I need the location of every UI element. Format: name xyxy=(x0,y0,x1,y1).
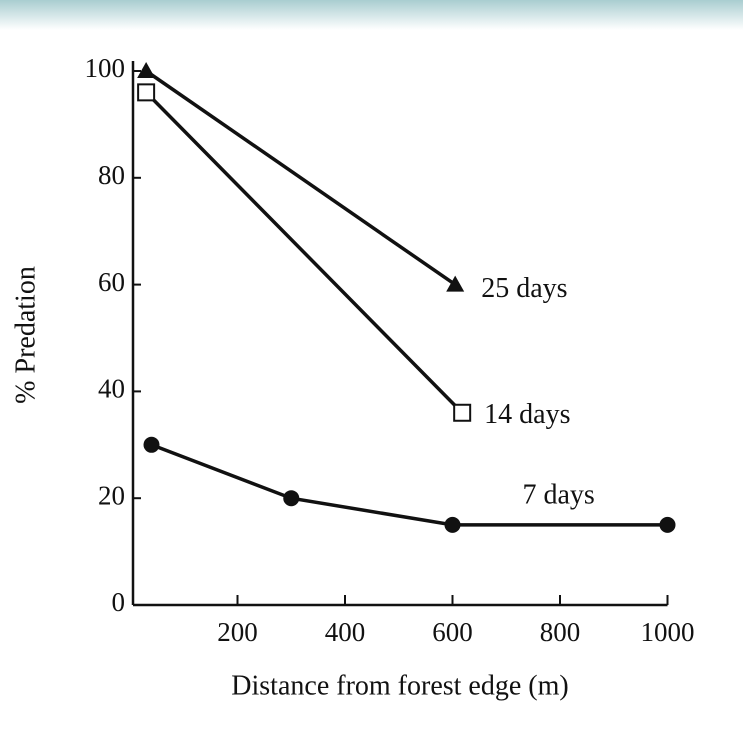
scan-band xyxy=(0,0,743,30)
marker xyxy=(137,62,156,78)
y-tick-label: 40 xyxy=(98,374,125,404)
y-tick-label: 80 xyxy=(98,160,125,190)
y-tick-label: 100 xyxy=(85,53,126,83)
marker xyxy=(143,436,160,453)
series-label: 25 days xyxy=(481,273,567,304)
series-label: 7 days xyxy=(523,479,595,510)
marker xyxy=(453,403,472,422)
series-line xyxy=(150,443,668,527)
y-tick-label: 60 xyxy=(98,267,125,297)
marker xyxy=(444,516,461,533)
series-line xyxy=(144,91,464,414)
series-line xyxy=(145,69,457,287)
x-tick-label: 800 xyxy=(540,617,581,647)
y-tick-label: 0 xyxy=(112,587,126,617)
x-tick-label: 400 xyxy=(325,617,366,647)
y-axis-label: % Predation xyxy=(10,266,41,404)
x-tick-label: 200 xyxy=(217,617,258,647)
series-label: 14 days xyxy=(484,399,570,430)
y-tick-label: 20 xyxy=(98,480,125,510)
marker xyxy=(446,275,465,292)
marker xyxy=(137,83,156,102)
marker xyxy=(659,516,676,533)
x-tick-label: 600 xyxy=(432,617,473,647)
x-tick-label: 1000 xyxy=(641,617,695,647)
x-axis-label: Distance from forest edge (m) xyxy=(231,670,568,701)
marker xyxy=(283,490,300,507)
